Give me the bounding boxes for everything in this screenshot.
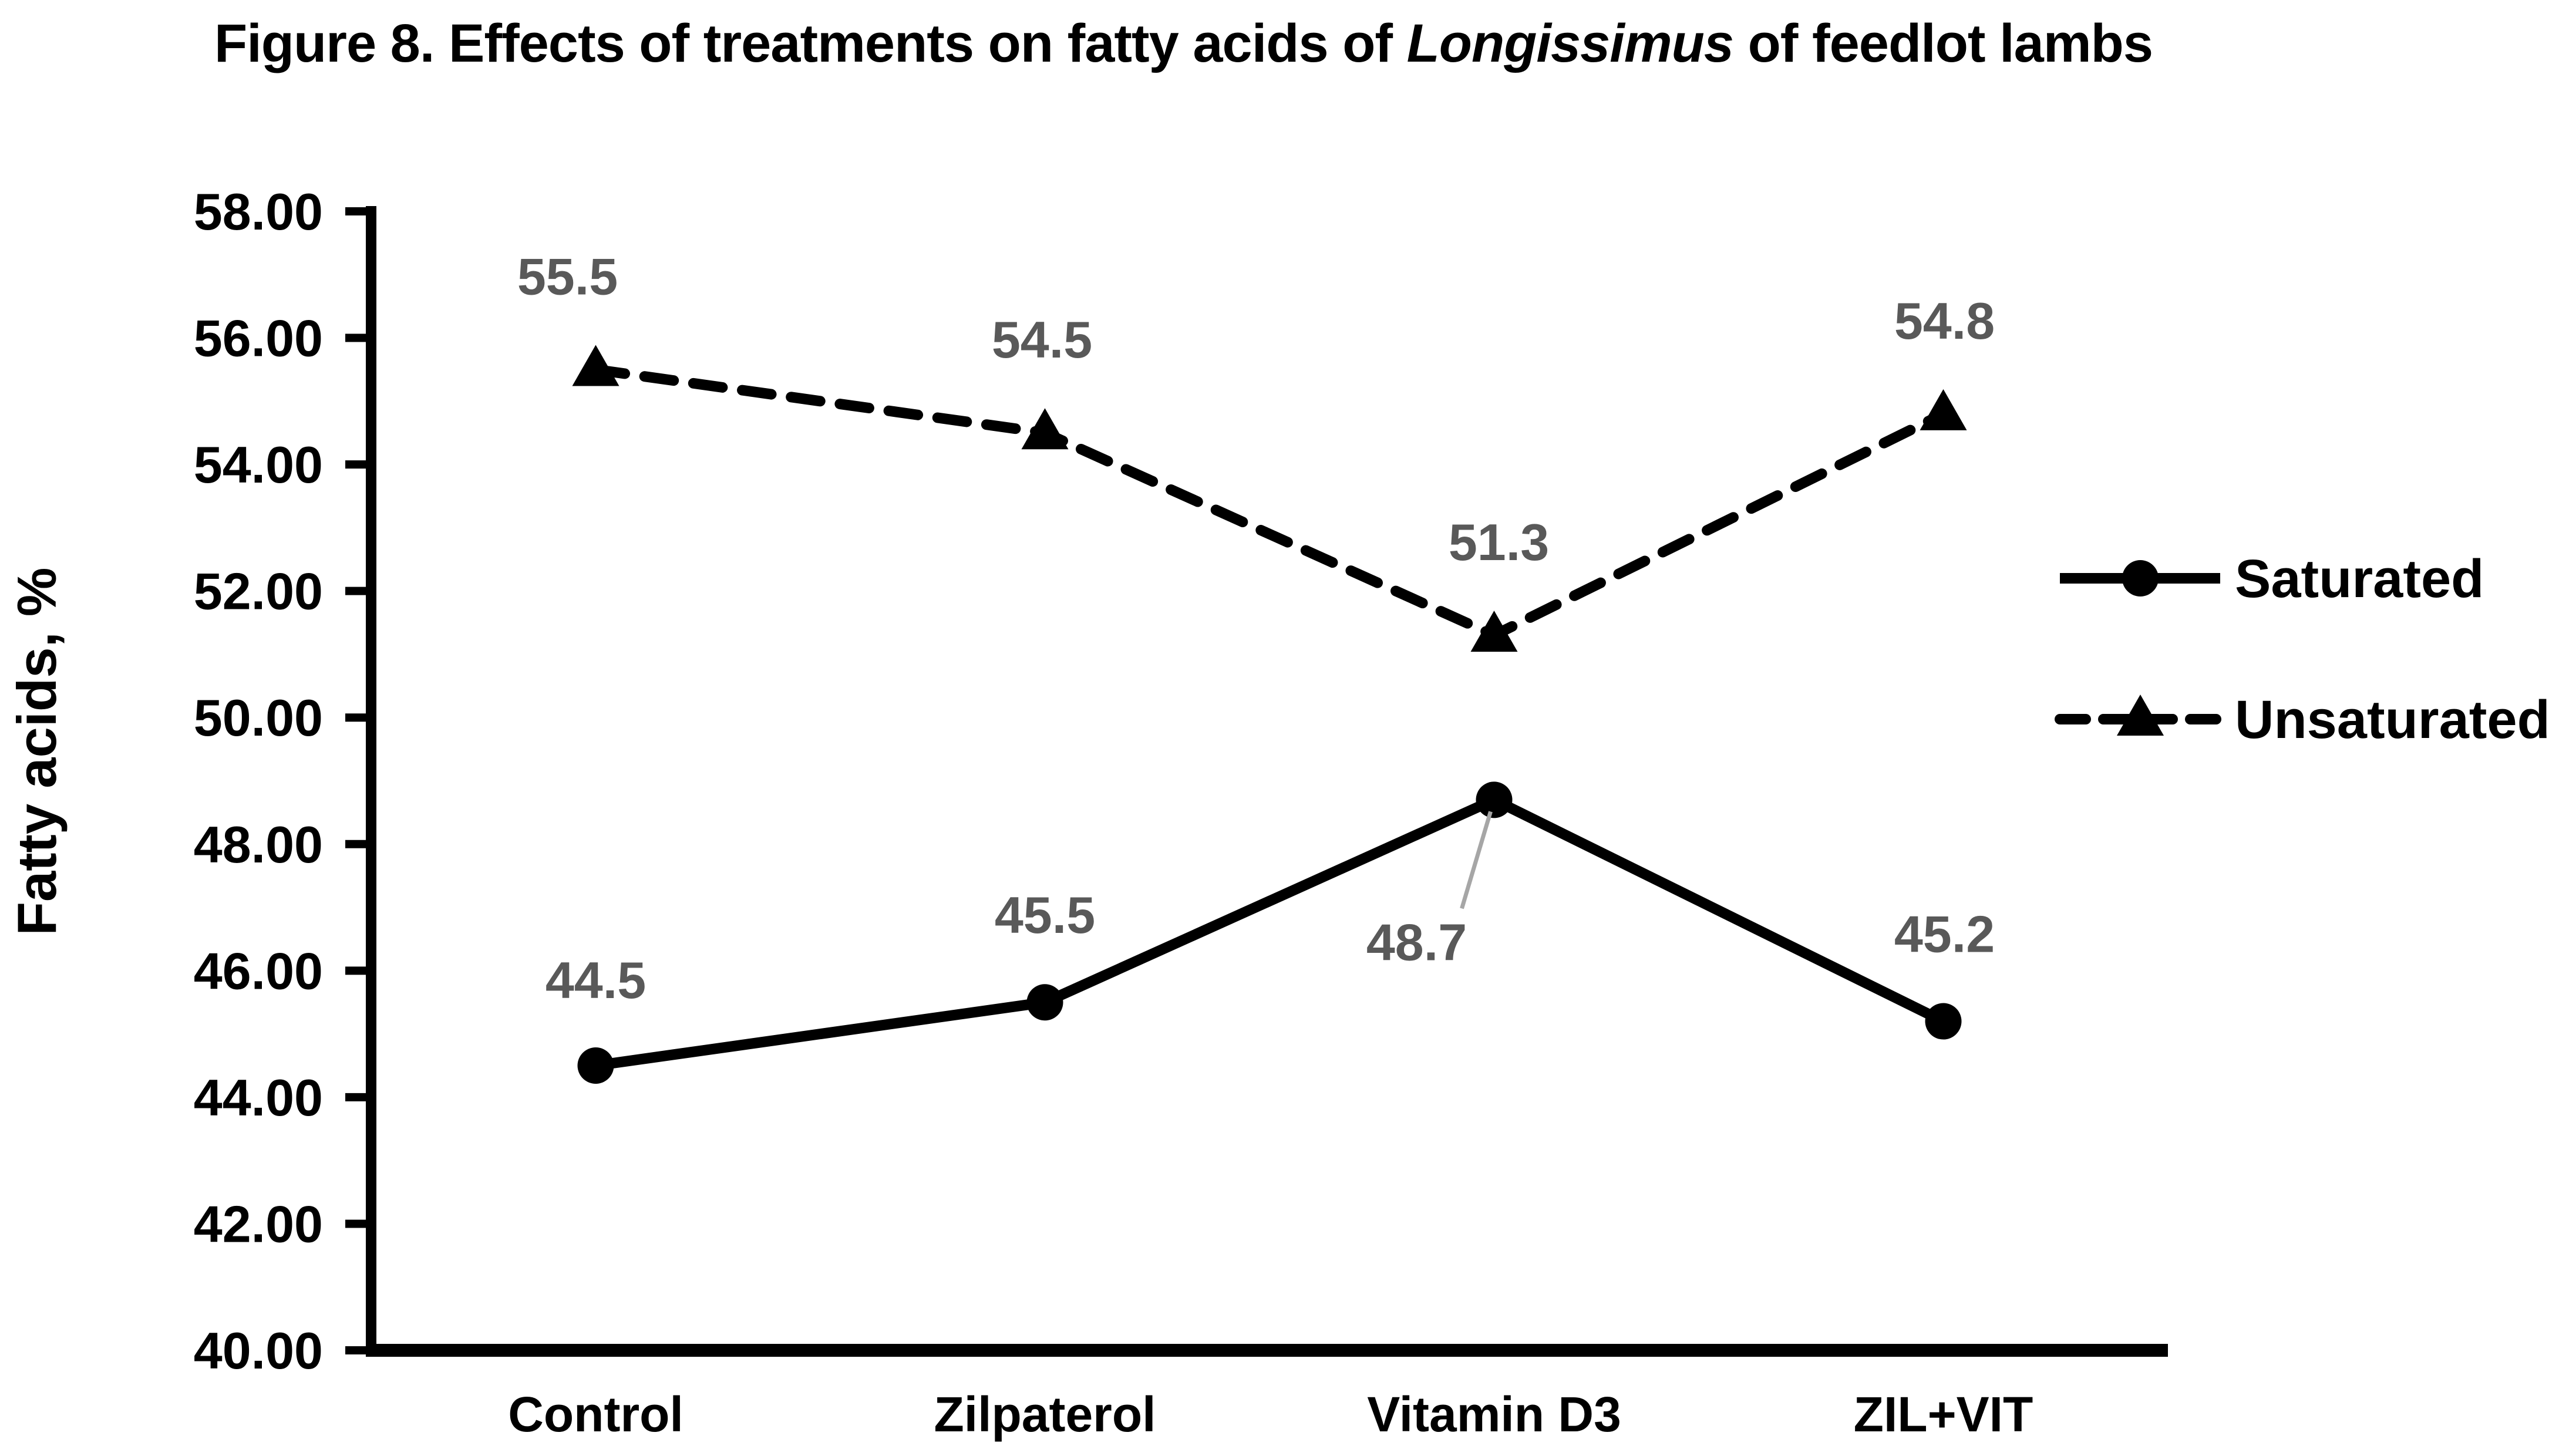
x-axis: Control Zilpaterol Vitamin D3 ZIL+VIT [366, 1344, 2168, 1442]
unsaturated-marker-triangle [1920, 389, 1967, 430]
y-axis: 58.00 56.00 54.00 52.00 50.00 48.00 46.00 44.00… [194, 183, 376, 1380]
y-tick-label: 44.00 [194, 1069, 323, 1127]
legend-triangle-marker [2117, 695, 2164, 736]
y-tick-label: 40.00 [194, 1322, 323, 1380]
saturated-marker-circle [1026, 984, 1063, 1021]
saturated-marker-circle [577, 1047, 614, 1084]
data-label: 54.5 [992, 311, 1092, 369]
legend-circle-marker [2122, 560, 2159, 596]
data-label: 54.8 [1894, 292, 1995, 350]
y-tick-label: 48.00 [194, 815, 323, 874]
data-label: 51.3 [1449, 513, 1549, 571]
figure-title: Figure 8. Effects of treatments on fatty… [214, 13, 2153, 75]
saturated-marker-circle [1476, 781, 1513, 818]
series [572, 345, 1967, 1084]
legend: Saturated Unsaturated [2055, 549, 2550, 750]
unsaturated-marker-triangle [1021, 408, 1069, 450]
unsaturated-line [590, 364, 1949, 642]
y-axis-title: Fatty acids, % [6, 568, 68, 936]
y-tick-label: 42.00 [194, 1195, 323, 1253]
x-category-label: ZIL+VIT [1854, 1387, 2033, 1442]
data-label: 45.2 [1894, 905, 1995, 963]
y-tick-label: 54.00 [194, 436, 323, 494]
figure-title-italic: Longissimus [1406, 14, 1734, 73]
y-tick-label: 46.00 [194, 942, 323, 1000]
x-category-label: Vitamin D3 [1367, 1387, 1621, 1442]
label-leader-line [1460, 811, 1493, 909]
data-label: 44.5 [546, 951, 646, 1009]
legend-label-unsaturated: Unsaturated [2235, 690, 2550, 750]
saturated-marker-circle [1925, 1003, 1962, 1040]
data-label: 55.5 [517, 247, 618, 305]
saturated-line [595, 794, 1946, 1071]
y-tick-label: 58.00 [194, 183, 323, 241]
data-labels: 44.5 45.5 48.7 45.2 55.5 54.5 51.3 54.8 [517, 247, 1995, 1009]
y-tick-label: 50.00 [194, 689, 323, 747]
data-label: 48.7 [1366, 913, 1467, 971]
unsaturated-marker-triangle [572, 345, 619, 386]
unsaturated-marker-triangle [1470, 611, 1518, 652]
x-category-label: Control [508, 1387, 683, 1442]
x-category-label: Zilpaterol [934, 1387, 1156, 1442]
figure-title-prefix: Figure 8. Effects of treatments on fatty… [214, 14, 1407, 73]
y-tick-label: 52.00 [194, 562, 323, 621]
figure-title-suffix: of feedlot lambs [1733, 14, 2153, 73]
y-tick-label: 56.00 [194, 309, 323, 368]
data-label: 45.5 [995, 886, 1095, 944]
legend-label-saturated: Saturated [2235, 549, 2484, 609]
